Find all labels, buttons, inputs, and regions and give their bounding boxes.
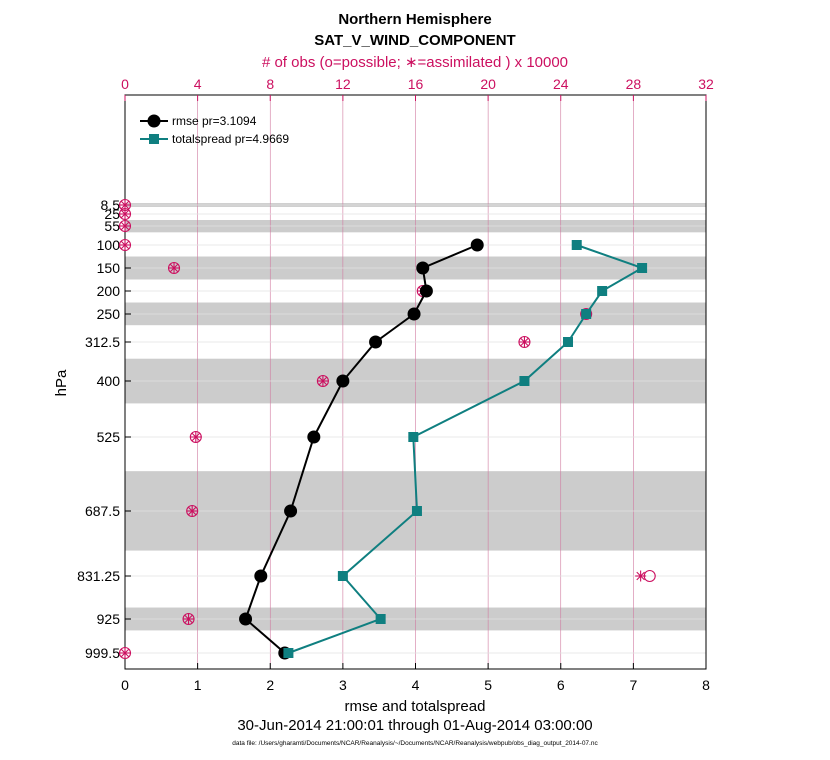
asterisk-stroke [120, 240, 130, 250]
x-tick-label: 2 [266, 677, 274, 693]
totalspread-point [375, 614, 386, 624]
top-tick-label: 24 [553, 76, 569, 92]
rmse-point [284, 504, 298, 518]
top-tick-label: 12 [335, 76, 351, 92]
y-tick-label: 525 [97, 429, 121, 445]
y-tick-label: 831.25 [77, 568, 120, 584]
top-tick-label: 16 [408, 76, 424, 92]
y-tick-label: 687.5 [85, 503, 120, 519]
chart-subtitle: SAT_V_WIND_COMPONENT [314, 32, 515, 49]
obs-markers [118, 198, 656, 660]
y-tick-label: 925 [97, 611, 121, 627]
y-axis-label: hPa [53, 369, 70, 396]
assimilated-obs-marker [119, 647, 131, 659]
top-tick-label: 4 [194, 76, 202, 92]
top-tick-label: 32 [698, 76, 714, 92]
x-tick-label: 8 [702, 677, 710, 693]
totalspread-point [637, 263, 648, 273]
assimilated-obs-marker [119, 239, 131, 251]
assimilated-obs-marker [635, 570, 647, 582]
asterisk-stroke [520, 337, 529, 347]
legend: rmse pr=3.1094 totalspread pr=4.9669 [140, 114, 289, 146]
rmse-point [470, 238, 484, 252]
assimilated-obs-marker [183, 613, 195, 625]
totalspread-point [563, 337, 574, 347]
rmse-point [416, 261, 430, 275]
assimilated-obs-marker [119, 220, 131, 232]
asterisk-stroke [169, 263, 179, 273]
rmse-point [336, 374, 350, 388]
y-tick-label: 100 [97, 237, 121, 253]
x-tick-label: 4 [412, 677, 420, 693]
y-tick-label: 999.5 [85, 645, 120, 661]
data-file-footnote: data file: /Users/gharamti/Documents/NCA… [232, 740, 598, 747]
legend-rmse-label: rmse pr=3.1094 [172, 114, 257, 128]
rmse-point [239, 612, 253, 626]
y-tick-label: 200 [97, 283, 121, 299]
legend-totalspread-label: totalspread pr=4.9669 [172, 132, 289, 146]
y-tick-label: 250 [97, 306, 121, 322]
assimilated-obs-marker [518, 336, 530, 348]
x-axis-label: rmse and totalspread [345, 698, 486, 715]
assimilated-obs-marker [190, 431, 202, 443]
asterisk-stroke [318, 376, 328, 386]
x-tick-label: 1 [194, 677, 202, 693]
assimilated-obs-marker [317, 375, 329, 387]
rmse-point [419, 284, 433, 298]
asterisk-stroke [636, 571, 645, 581]
totalspread-point [571, 240, 582, 250]
y-tick-label: 55 [104, 218, 120, 234]
asterisk-stroke [120, 221, 130, 231]
asterisk-stroke [191, 432, 201, 442]
rmse-point [369, 335, 383, 349]
totalspread-point [411, 506, 422, 516]
totalspread-point [519, 376, 530, 386]
asterisk-stroke [120, 648, 130, 658]
x-tick-label: 0 [121, 677, 129, 693]
totalspread-point [581, 309, 592, 319]
x-ticks: 0 1 2 3 4 5 6 7 8 [121, 663, 710, 693]
asterisk-stroke [184, 614, 193, 624]
legend-rmse-marker [147, 114, 161, 128]
y-tick-label: 25 [104, 206, 120, 222]
date-range: 30-Jun-2014 21:00:01 through 01-Aug-2014… [237, 717, 592, 734]
assimilated-obs-marker [119, 208, 131, 220]
y-tick-label: 312.5 [85, 334, 120, 350]
top-tick-label: 20 [480, 76, 496, 92]
asterisk-stroke [187, 506, 197, 516]
chart-title: Northern Hemisphere [338, 11, 491, 28]
totalspread-point [408, 432, 419, 442]
top-tick-label: 8 [266, 76, 274, 92]
asterisk-stroke [120, 209, 130, 219]
x-tick-label: 7 [629, 677, 637, 693]
series [239, 238, 648, 660]
rmse-point [307, 430, 321, 444]
y-tick-label: 8.5 [101, 197, 121, 213]
top-tick-label: 28 [626, 76, 642, 92]
rmse-point [407, 307, 421, 321]
x-tick-label: 3 [339, 677, 347, 693]
y-tick-label: 400 [97, 373, 121, 389]
assimilated-obs-marker [168, 262, 180, 274]
x-tick-label: 6 [557, 677, 565, 693]
legend-totalspread-marker [149, 134, 159, 144]
totalspread-point [337, 571, 348, 581]
totalspread-point [597, 286, 608, 296]
asterisk-stroke [120, 200, 130, 210]
assimilated-obs-marker [186, 505, 198, 517]
top-tick-label: 0 [121, 76, 129, 92]
x-tick-label: 5 [484, 677, 492, 693]
y-tick-label: 150 [97, 260, 121, 276]
rmse-point [254, 569, 268, 583]
totalspread-point [283, 648, 294, 658]
top-axis-label: # of obs (o=possible; ∗=assimilated ) x … [262, 54, 568, 71]
top-ticks: 0 4 8 12 16 20 24 28 32 [121, 76, 714, 101]
